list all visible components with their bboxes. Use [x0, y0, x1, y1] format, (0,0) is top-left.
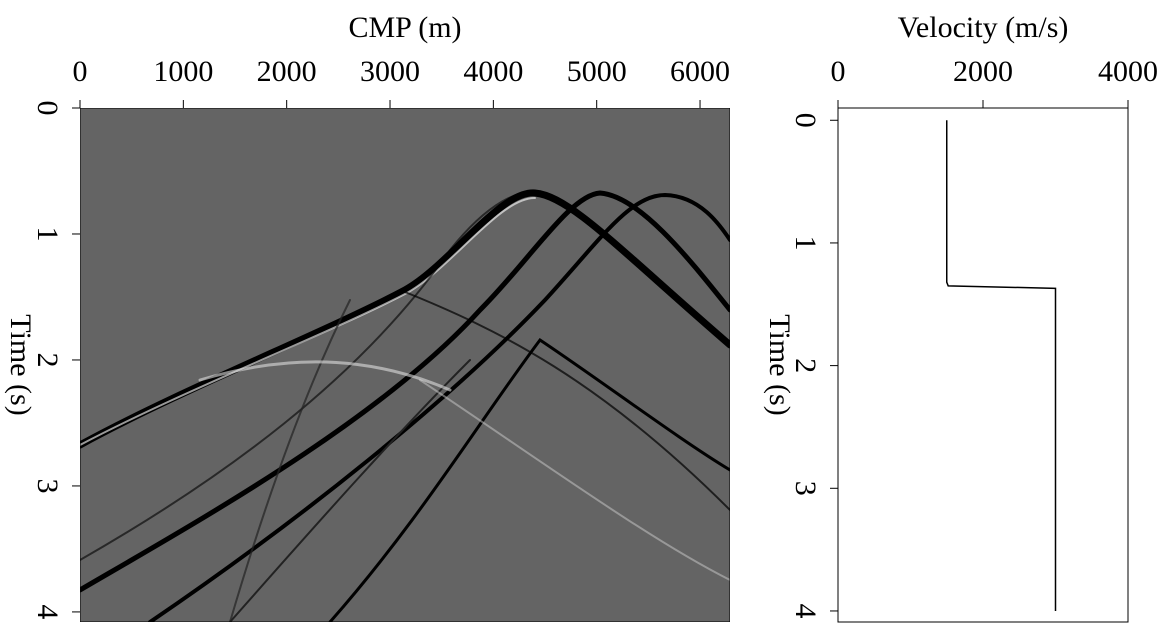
y-tick-label: 3	[31, 478, 64, 493]
x-tick-label: 5000	[567, 55, 627, 88]
seismic-image	[80, 108, 730, 622]
x-tick-label: 4000	[1098, 55, 1158, 88]
y-tick-label: 1	[789, 235, 822, 250]
y-tick-label: 0	[789, 113, 822, 128]
velocity-line	[946, 120, 1057, 611]
x-tick-label: 2000	[257, 55, 317, 88]
y-axis-label: Time (s)	[763, 314, 796, 415]
x-tick-label: 1000	[153, 55, 213, 88]
x-axis-label: CMP (m)	[348, 11, 461, 44]
y-axis-label: Time (s)	[4, 314, 37, 415]
x-tick-label: 4000	[463, 55, 523, 88]
y-tick-label: 2	[31, 352, 64, 367]
y-tick-label: 4	[789, 603, 822, 618]
x-tick-label: 6000	[670, 55, 730, 88]
x-axis-label: Velocity (m/s)	[898, 11, 1069, 44]
y-tick-label: 2	[789, 358, 822, 373]
y-tick-label: 4	[31, 604, 64, 619]
plot-frame	[837, 107, 1129, 623]
x-tick-label: 2000	[953, 55, 1013, 88]
x-tick-label: 3000	[360, 55, 420, 88]
y-tick-label: 1	[31, 226, 64, 241]
x-tick-label: 0	[73, 55, 88, 88]
y-tick-label: 3	[789, 481, 822, 496]
x-tick-label: 0	[831, 55, 846, 88]
y-tick-label: 0	[31, 101, 64, 116]
